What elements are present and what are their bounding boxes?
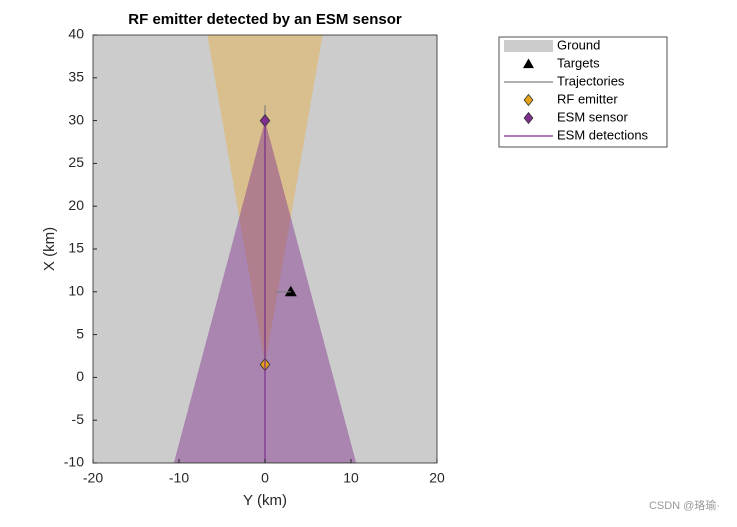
y-tick-label: 15 bbox=[68, 240, 84, 256]
legend-swatch bbox=[523, 93, 534, 107]
y-tick-label: 35 bbox=[68, 69, 84, 85]
y-tick-label: -5 bbox=[72, 411, 85, 427]
y-tick-label: 25 bbox=[68, 154, 84, 170]
y-tick-label: 0 bbox=[76, 368, 84, 384]
chart-title: RF emitter detected by an ESM sensor bbox=[128, 11, 402, 28]
legend-label: RF emitter bbox=[557, 91, 618, 106]
legend-label: ESM sensor bbox=[557, 109, 628, 124]
y-tick-label: 40 bbox=[68, 26, 84, 42]
x-tick-label: -10 bbox=[169, 470, 189, 486]
watermark: CSDN @珞瑜· bbox=[649, 498, 720, 512]
legend-box bbox=[498, 36, 668, 148]
legend: Ground Targets Trajectories RF emitter ESM s… bbox=[498, 36, 668, 148]
legend-swatch bbox=[504, 40, 553, 52]
y-tick-label: 5 bbox=[76, 325, 84, 341]
legend-swatch bbox=[523, 111, 534, 125]
x-tick-label: -20 bbox=[83, 470, 103, 486]
x-tick-label: 10 bbox=[343, 470, 359, 486]
legend-swatch bbox=[523, 58, 534, 69]
legend-label: ESM detections bbox=[557, 127, 649, 142]
x-tick-label: 20 bbox=[429, 470, 445, 486]
x-tick-label: 0 bbox=[261, 470, 269, 486]
y-axis-label: X (km) bbox=[41, 227, 58, 271]
y-tick-label: 30 bbox=[68, 111, 84, 127]
y-tick-label: 20 bbox=[68, 197, 84, 213]
legend-label: Targets bbox=[557, 55, 600, 70]
x-axis-label: Y (km) bbox=[243, 492, 287, 509]
data-point bbox=[284, 285, 297, 297]
legend-label: Trajectories bbox=[557, 73, 625, 88]
y-tick-label: 10 bbox=[68, 283, 84, 299]
legend-label: Ground bbox=[557, 37, 600, 52]
y-tick-label: -10 bbox=[64, 454, 84, 470]
